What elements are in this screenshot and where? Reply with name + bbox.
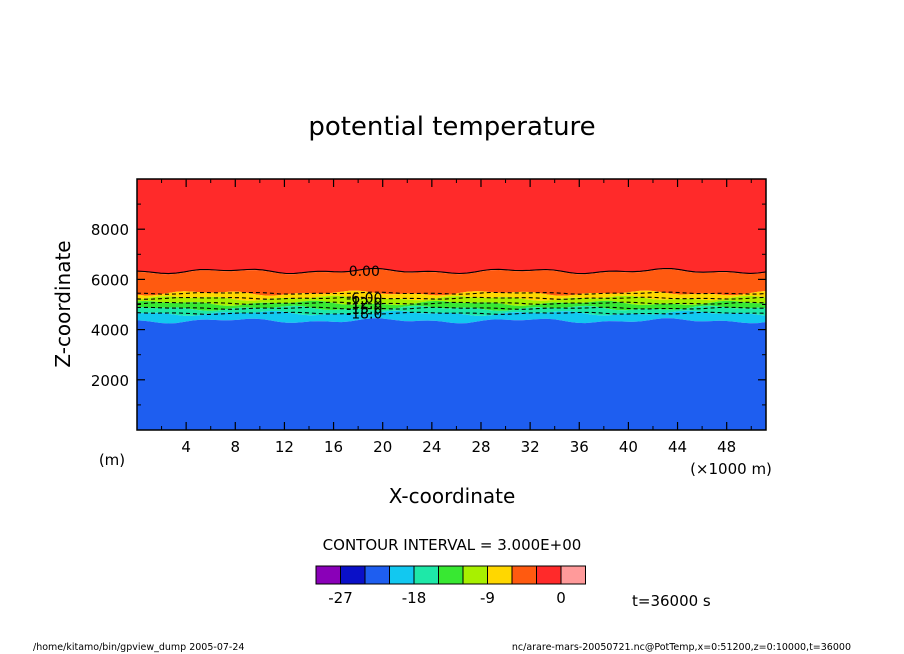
x-tick-label-6: 28	[471, 438, 490, 456]
colorbar-box-3	[389, 565, 415, 585]
contour-label-0: 0.00	[349, 264, 380, 280]
y-tick-label-0: 2000	[91, 372, 129, 390]
contour-interval-label: CONTOUR INTERVAL = 3.000E+00	[323, 536, 582, 554]
contour-line-0	[136, 267, 767, 275]
x-tick-label-4: 20	[373, 438, 392, 456]
chart-title: potential temperature	[308, 112, 595, 142]
colorbar-box-10	[560, 565, 586, 585]
x-tick-label-2: 12	[275, 438, 294, 456]
x-axis-unit: (×1000 m)	[690, 460, 772, 478]
time-label: t=36000 s	[632, 592, 711, 610]
colorbar-box-8	[511, 565, 537, 585]
y-axis-label: Z-coordinate	[51, 240, 75, 367]
x-tick-label-9: 40	[619, 438, 638, 456]
color-band-7	[137, 318, 766, 430]
colorbar-box-2	[364, 565, 390, 585]
contour-label-5: -18.0	[346, 306, 382, 322]
color-band-1	[137, 269, 766, 296]
colorbar: -27 -18 -9 0	[315, 565, 586, 607]
x-tick-label-7: 32	[521, 438, 540, 456]
x-tick-label-8: 36	[570, 438, 589, 456]
contour-lines: 0.00-6.00-12.0-15.0-18.0	[136, 264, 767, 322]
colorbar-box-6	[462, 565, 488, 585]
colorbar-box-0	[315, 565, 341, 585]
footer-right: nc/arare-mars-20050721.nc@PotTemp,x=0:51…	[512, 642, 851, 653]
x-tick-label-3: 16	[324, 438, 343, 456]
colorbar-box-5	[438, 565, 464, 585]
colorbar-label-1: -18	[402, 589, 427, 607]
colorbar-box-1	[340, 565, 366, 585]
plot-area	[137, 179, 766, 430]
x-tick-label-1: 8	[231, 438, 241, 456]
x-tick-label-5: 24	[422, 438, 441, 456]
x-tick-label-11: 48	[717, 438, 736, 456]
y-tick-label-2: 6000	[91, 271, 129, 289]
color-band-0	[137, 179, 766, 275]
x-axis-label: X-coordinate	[389, 484, 516, 508]
y-axis-unit: (m)	[99, 451, 125, 469]
x-tick-label-10: 44	[668, 438, 687, 456]
colorbar-label-0: -27	[328, 589, 353, 607]
colorbar-box-7	[487, 565, 513, 585]
colorbar-label-3: 0	[556, 589, 566, 607]
footer-left: /home/kitamo/bin/gpview_dump 2005-07-24	[33, 642, 244, 653]
color-band-6	[137, 310, 766, 324]
colorbar-box-4	[413, 565, 439, 585]
y-tick-label-3: 8000	[91, 221, 129, 239]
x-tick-label-0: 4	[181, 438, 191, 456]
contour-label-3: -12.0	[346, 296, 382, 312]
colorbar-label-2: -9	[480, 589, 495, 607]
colorbar-box-9	[536, 565, 562, 585]
y-tick-label-1: 4000	[91, 322, 129, 340]
